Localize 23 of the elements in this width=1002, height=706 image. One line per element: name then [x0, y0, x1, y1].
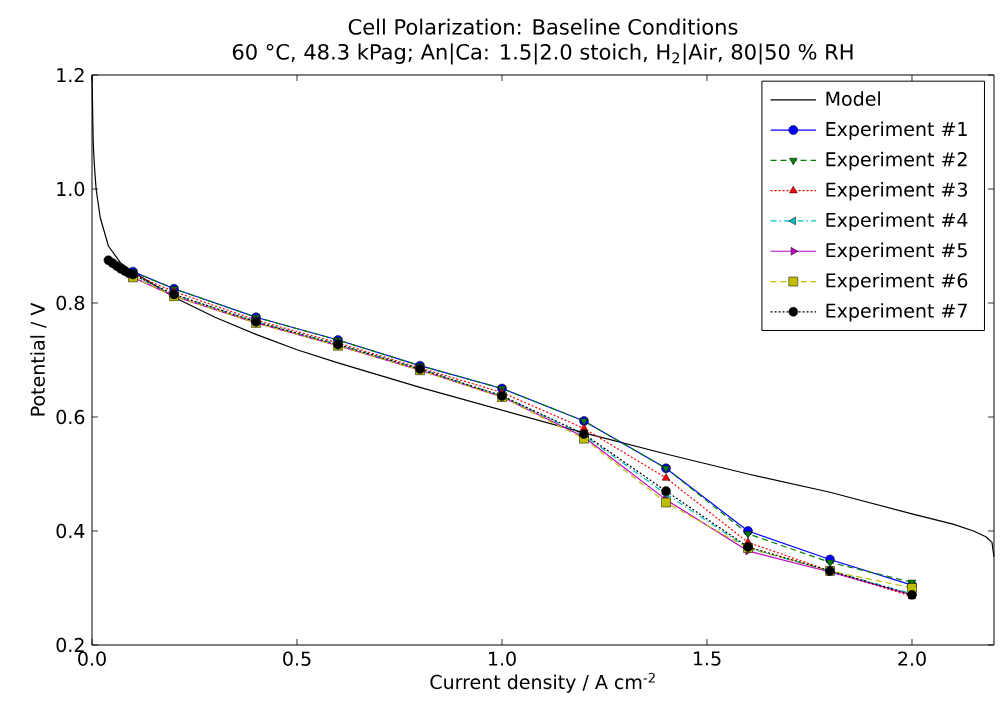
legend-label: Experiment #5 [826, 242, 967, 261]
x-tick-label: 1.5 [693, 651, 721, 666]
x-tick-label: 0.0 [78, 651, 106, 666]
y-tick-label: 0.8 [56, 295, 85, 311]
legend-label: Experiment #1 [826, 121, 967, 140]
chart-title: Cell Polarization: Baseline Conditions [348, 18, 738, 35]
y-axis-title: Potential / V [30, 302, 47, 416]
legend-label: Model [826, 91, 880, 106]
x-tick-label: 2.0 [898, 651, 926, 666]
x-tick-label: 0.5 [283, 651, 311, 666]
x-tick-label: 1.0 [488, 651, 516, 666]
legend-label: Experiment #2 [826, 151, 967, 171]
legend-label: Experiment #6 [826, 272, 968, 292]
chart-subtitle: 60 °C, 48.3 kPag; An|Ca: 1.5|2.0 stoich, H$_{2}$|Air, 80|50 % RH [232, 43, 853, 65]
legend-label: Experiment #7 [826, 303, 967, 322]
y-tick-label: 1.2 [57, 67, 84, 83]
legend-label: Experiment #4 [826, 212, 968, 231]
y-tick-label: 0.2 [56, 637, 84, 653]
x-axis-title: Current density / A cm$^{-2}$ [430, 672, 655, 693]
y-tick-label: 0.6 [56, 409, 85, 425]
y-tick-label: 0.4 [56, 523, 85, 539]
legend-label: Experiment #3 [826, 182, 967, 201]
y-tick-label: 1.0 [57, 181, 85, 197]
